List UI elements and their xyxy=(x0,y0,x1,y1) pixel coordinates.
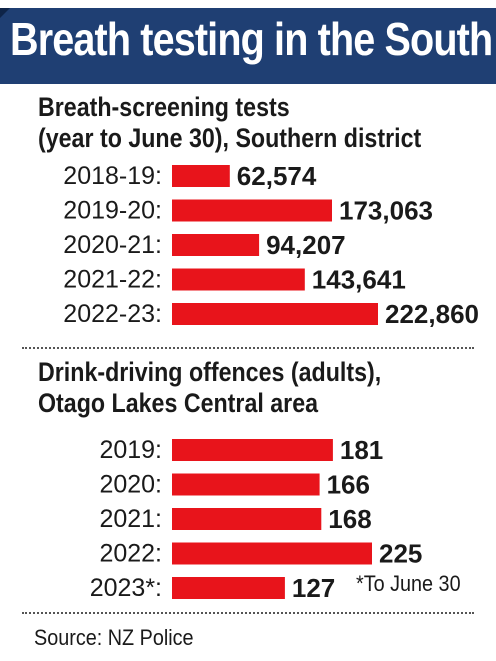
chart2-value-label: 181 xyxy=(340,435,383,465)
footnote: *To June 30 xyxy=(356,571,461,596)
chart1-bar xyxy=(172,165,230,187)
header-fold-decoration xyxy=(0,8,10,18)
chart1-category-label: 2022-23: xyxy=(63,300,162,328)
chart2-value-label: 166 xyxy=(327,470,370,500)
chart1-category-label: 2020-21: xyxy=(63,231,162,259)
chart2-bar xyxy=(172,577,285,599)
chart1-title-line-2: (year to June 30), Southern district xyxy=(38,123,422,153)
chart2-category-label: 2020: xyxy=(99,471,162,499)
chart1-breath-tests: 2018-19: 62,574 2019-20: 173,063 2020-21: 94,… xyxy=(63,162,479,329)
chart2-category-label: 2023*: xyxy=(90,574,162,602)
chart1-bar xyxy=(172,199,332,222)
chart1-title-line-1: Breath-screening tests xyxy=(38,92,290,122)
chart2-value-label: 168 xyxy=(328,504,371,534)
chart1-value-label: 62,574 xyxy=(237,162,317,191)
chart2-bar xyxy=(172,473,320,496)
chart2-bar xyxy=(172,439,333,461)
header-bar xyxy=(0,8,496,84)
chart1-category-label: 2019-20: xyxy=(63,197,162,225)
chart2-drink-driving: 2019: 181 2020: 166 2021: 168 2022: 225 2023*: 12… xyxy=(90,435,423,603)
chart2-bar xyxy=(172,508,322,530)
chart2-title-line-1: Drink-driving offences (adults), xyxy=(38,357,382,387)
chart2-bar xyxy=(172,542,372,565)
chart1-value-label: 143,641 xyxy=(312,265,406,295)
chart1-value-label: 173,063 xyxy=(339,196,433,226)
chart1-bar xyxy=(172,268,305,291)
chart1-value-label: 222,860 xyxy=(385,299,479,329)
chart2-value-label: 127 xyxy=(292,573,335,603)
chart2-title: Drink-driving offences (adults), Otago L… xyxy=(38,357,381,419)
footer-divider xyxy=(22,612,474,614)
chart1-category-label: 2018-19: xyxy=(63,162,162,190)
chart2-title-line-2: Otago Lakes Central area xyxy=(38,388,319,418)
chart2-category-label: 2021: xyxy=(99,505,162,533)
chart2-value-label: 225 xyxy=(379,539,422,569)
chart1-title: Breath-screening tests (year to June 30)… xyxy=(38,92,421,154)
chart1-bar xyxy=(172,234,260,256)
source-credit: Source: NZ Police xyxy=(34,625,194,650)
chart1-value-label: 94,207 xyxy=(266,230,346,260)
page-title: Breath testing in the South xyxy=(10,13,493,65)
section-divider xyxy=(22,347,474,349)
chart2-category-label: 2022: xyxy=(99,540,162,568)
header: Breath testing in the South xyxy=(0,0,496,90)
chart1-bar xyxy=(172,303,378,325)
chart1-category-label: 2021-22: xyxy=(63,266,162,294)
chart2-category-label: 2019: xyxy=(99,436,162,464)
